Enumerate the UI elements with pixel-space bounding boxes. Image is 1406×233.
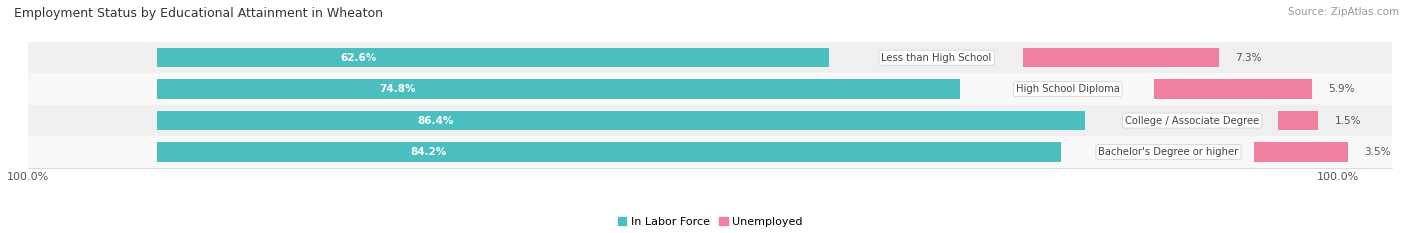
Text: Less than High School: Less than High School xyxy=(882,53,991,63)
Text: 5.9%: 5.9% xyxy=(1329,84,1354,94)
Bar xyxy=(28,136,1392,168)
Text: 7.3%: 7.3% xyxy=(1234,53,1261,63)
Text: 74.8%: 74.8% xyxy=(380,84,416,94)
Text: College / Associate Degree: College / Associate Degree xyxy=(1125,116,1260,126)
Bar xyxy=(157,79,960,99)
Bar xyxy=(157,48,830,67)
Bar xyxy=(1153,79,1312,99)
Bar xyxy=(157,111,1085,130)
Text: Source: ZipAtlas.com: Source: ZipAtlas.com xyxy=(1288,7,1399,17)
Bar xyxy=(28,105,1392,136)
Legend: In Labor Force, Unemployed: In Labor Force, Unemployed xyxy=(613,212,807,231)
Text: Employment Status by Educational Attainment in Wheaton: Employment Status by Educational Attainm… xyxy=(14,7,382,20)
Text: 62.6%: 62.6% xyxy=(340,53,377,63)
Bar xyxy=(1254,142,1348,162)
Text: 86.4%: 86.4% xyxy=(418,116,454,126)
Text: Bachelor's Degree or higher: Bachelor's Degree or higher xyxy=(1098,147,1239,157)
Bar xyxy=(28,73,1392,105)
Bar xyxy=(157,142,1062,162)
Text: 84.2%: 84.2% xyxy=(411,147,447,157)
Bar xyxy=(28,42,1392,73)
Text: 1.5%: 1.5% xyxy=(1334,116,1361,126)
Text: High School Diploma: High School Diploma xyxy=(1015,84,1119,94)
Text: 3.5%: 3.5% xyxy=(1365,147,1391,157)
Bar xyxy=(1278,111,1319,130)
Bar xyxy=(1022,48,1219,67)
